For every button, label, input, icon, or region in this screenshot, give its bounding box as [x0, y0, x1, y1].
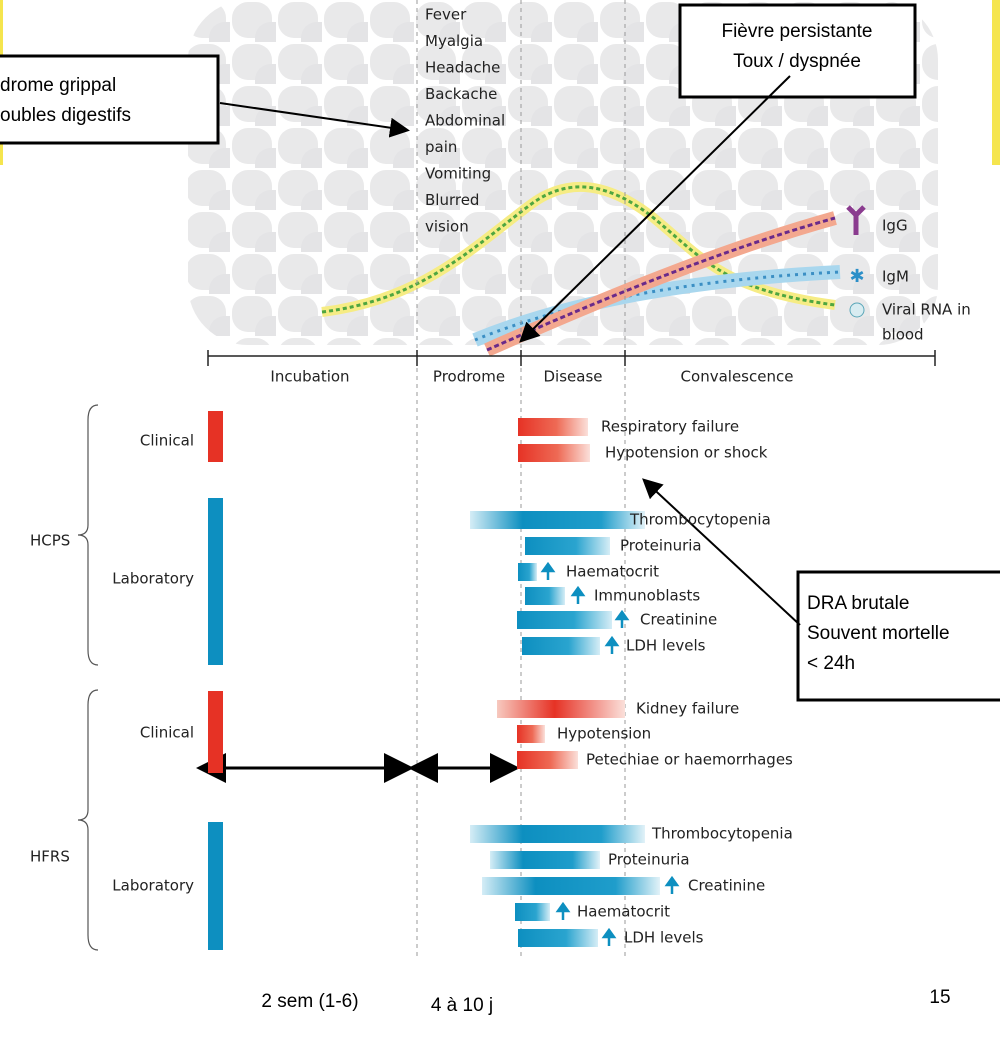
- yellow-strip: [992, 0, 1000, 165]
- section-label: Clinical: [140, 432, 194, 450]
- timeline-bar: [518, 563, 537, 581]
- timeline-bar: [518, 444, 590, 462]
- phase-label: Prodrome: [433, 368, 505, 386]
- timeline-bar: [517, 611, 612, 629]
- timeline-bar: [522, 637, 600, 655]
- row-label: Proteinuria: [608, 851, 690, 869]
- timeline-bar: [482, 877, 660, 895]
- legend-label: blood: [882, 326, 924, 344]
- symptom: Backache: [425, 85, 497, 103]
- symptom: pain: [425, 138, 457, 156]
- timeline-bar: [515, 903, 550, 921]
- brace: [78, 405, 98, 665]
- increase-arrow: [604, 930, 614, 946]
- callout-text: Fièvre persistante: [721, 21, 872, 42]
- callout-text: Toux / dyspnée: [733, 51, 861, 72]
- row-label: Hypotension: [557, 725, 651, 743]
- timeline-bar: [518, 418, 588, 436]
- row-label: Proteinuria: [620, 537, 702, 555]
- row-label: Respiratory failure: [601, 418, 739, 436]
- phase-label: Convalescence: [681, 368, 794, 386]
- row-label: Immunoblasts: [594, 587, 700, 605]
- timeline-bar: [470, 825, 645, 843]
- row-label: Creatinine: [688, 877, 765, 895]
- group-label: HCPS: [30, 532, 70, 550]
- rna-icon: [850, 303, 864, 317]
- section-bar: [208, 411, 223, 462]
- legend-label: Viral RNA in: [882, 301, 971, 319]
- group-label: HFRS: [30, 848, 70, 866]
- slide: ✱ drome grippal oubles digestifs Fièvre pe…: [0, 0, 1000, 1044]
- increase-arrow: [607, 638, 617, 654]
- timeline-bar: [518, 929, 598, 947]
- igm-icon: ✱: [849, 266, 864, 287]
- top-illustration: ✱: [188, 0, 938, 960]
- page-number: 15: [929, 987, 950, 1008]
- phase-label: Disease: [544, 368, 603, 386]
- row-label: LDH levels: [626, 637, 706, 655]
- increase-arrow: [573, 588, 583, 604]
- section-label: Clinical: [140, 724, 194, 742]
- row-label: Thrombocytopenia: [629, 511, 771, 529]
- increase-arrow: [667, 878, 677, 894]
- row-label: LDH levels: [624, 929, 704, 947]
- symptom: Fever: [425, 6, 467, 24]
- increase-arrow: [543, 564, 553, 580]
- callout-text: < 24h: [807, 653, 855, 674]
- callout-text: oubles digestifs: [0, 105, 131, 126]
- duration-label: 4 à 10 j: [431, 995, 493, 1016]
- row-label: Hypotension or shock: [605, 444, 768, 462]
- legend-label: IgM: [882, 268, 909, 286]
- timeline-bar: [497, 700, 625, 718]
- symptom: Headache: [425, 59, 500, 77]
- brace: [78, 690, 98, 950]
- symptom: Abdominal: [425, 112, 505, 130]
- row-label: Haematocrit: [577, 903, 670, 921]
- symptom: vision: [425, 218, 469, 236]
- callout-text: Souvent mortelle: [807, 623, 950, 644]
- row-label: Thrombocytopenia: [651, 825, 793, 843]
- timeline-bar: [490, 851, 600, 869]
- duration-label: 2 sem (1-6): [261, 991, 358, 1012]
- legend-label: IgG: [882, 217, 908, 235]
- section-label: Laboratory: [112, 877, 194, 895]
- callout-text: drome grippal: [0, 75, 116, 96]
- callout-text: DRA brutale: [807, 593, 909, 614]
- row-label: Haematocrit: [566, 563, 659, 581]
- phase-axis: [208, 350, 935, 366]
- section-label: Laboratory: [112, 570, 194, 588]
- section-bar: [208, 691, 223, 773]
- section-bar: [208, 498, 223, 665]
- section-bar: [208, 822, 223, 950]
- row-label: Petechiae or haemorrhages: [586, 751, 793, 769]
- timeline-bar: [517, 751, 578, 769]
- timeline-bar: [470, 511, 645, 529]
- symptom: Vomiting: [425, 165, 491, 183]
- symptom: Blurred: [425, 191, 479, 209]
- row-label: Creatinine: [640, 611, 717, 629]
- timeline-bar: [525, 587, 565, 605]
- callout-box: [0, 56, 218, 143]
- increase-arrow: [558, 904, 568, 920]
- phase-label: Incubation: [270, 368, 349, 386]
- symptom: Myalgia: [425, 32, 483, 50]
- row-label: Kidney failure: [636, 700, 739, 718]
- timeline-bar: [517, 725, 545, 743]
- timeline-bar: [525, 537, 610, 555]
